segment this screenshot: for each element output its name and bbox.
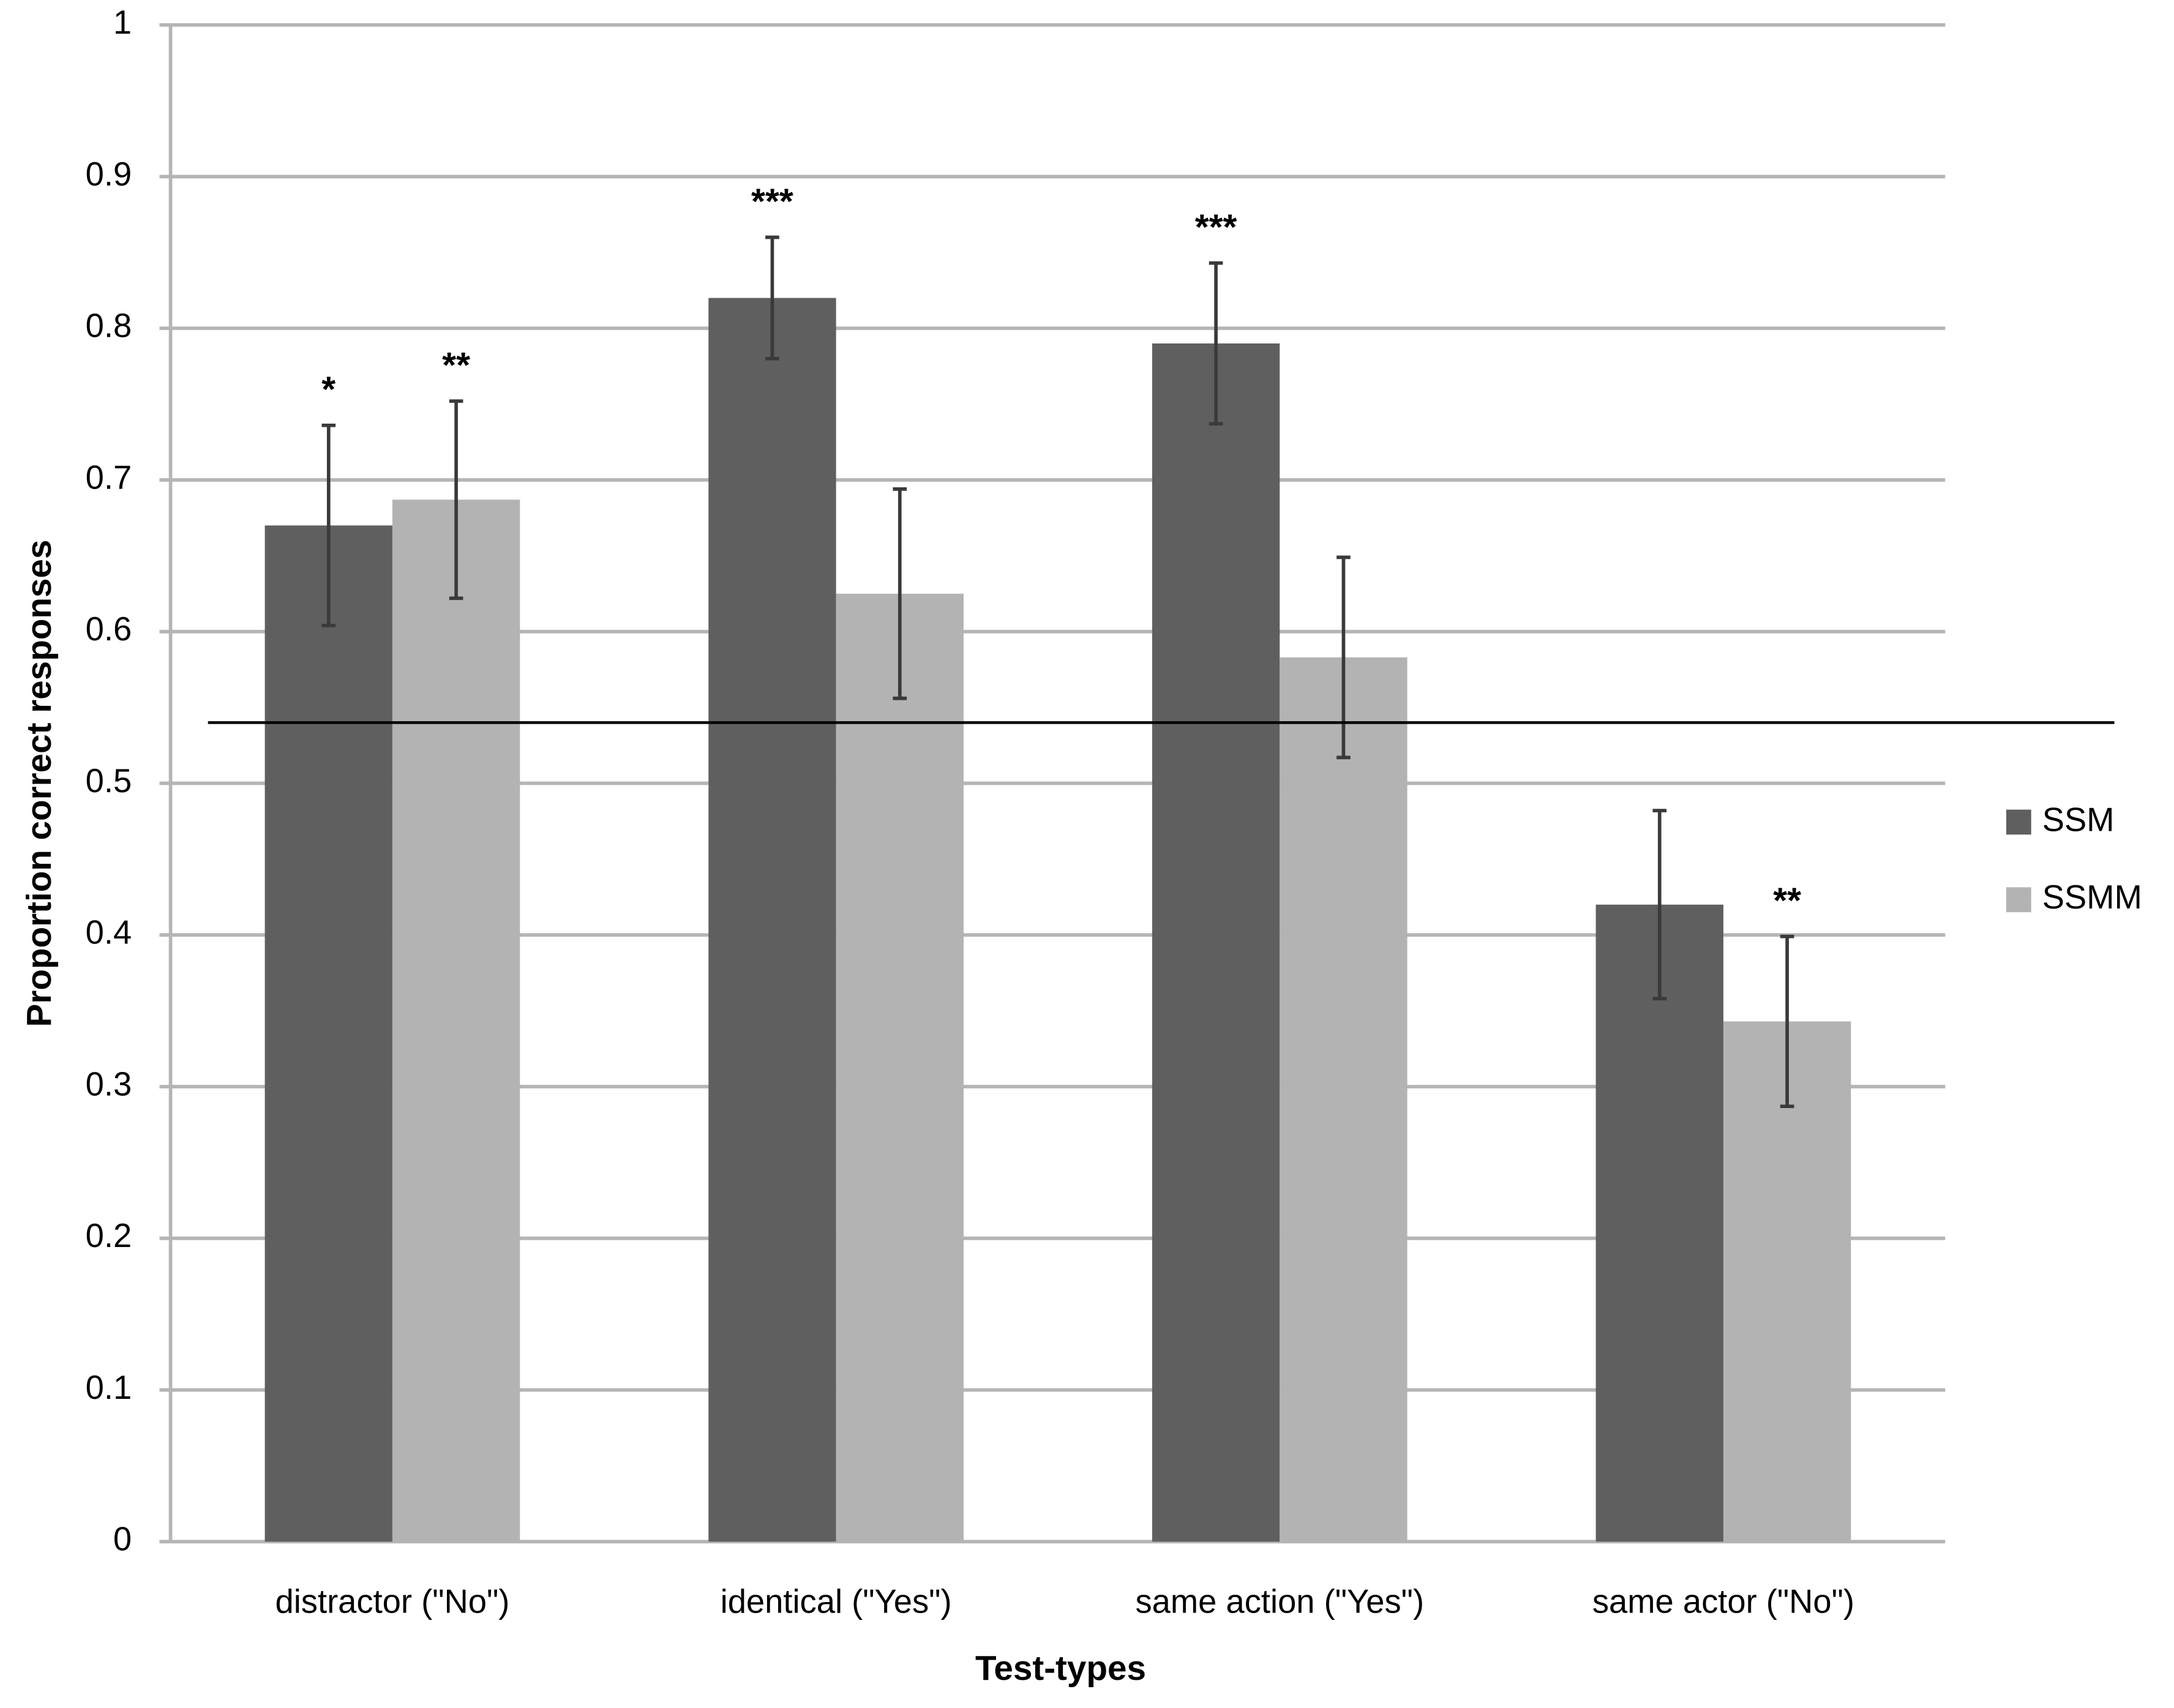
error-bar xyxy=(321,423,336,627)
error-bar xyxy=(1336,555,1351,760)
y-tick-label: 0.2 xyxy=(86,1217,132,1254)
y-tick-label: 0.6 xyxy=(86,610,132,648)
bar xyxy=(708,298,836,1542)
x-tick-label: distractor ("No") xyxy=(275,1583,510,1620)
error-bar xyxy=(765,235,779,361)
y-tick-label: 0.1 xyxy=(86,1369,132,1406)
significance-label: *** xyxy=(1195,208,1237,247)
y-tick-label: 1 xyxy=(113,4,132,41)
bar xyxy=(836,593,964,1542)
error-bar xyxy=(449,399,463,601)
significance-label: * xyxy=(321,370,335,410)
legend-swatch xyxy=(2006,887,2031,913)
y-tick-label: 0.4 xyxy=(86,914,132,951)
error-bar xyxy=(1652,809,1667,1001)
x-tick-label: identical ("Yes") xyxy=(721,1583,952,1620)
legend-swatch xyxy=(2006,809,2031,835)
bar xyxy=(392,500,520,1542)
bar xyxy=(1595,904,1723,1542)
significance-label: ** xyxy=(442,345,470,385)
y-tick-label: 0.3 xyxy=(86,1065,132,1103)
error-bar xyxy=(893,487,907,700)
x-tick-label: same actor ("No") xyxy=(1592,1583,1854,1620)
legend-label: SSMM xyxy=(2042,878,2142,916)
y-axis-title: Proportion correct responses xyxy=(20,540,58,1027)
bar xyxy=(264,525,392,1542)
x-tick-label: same action ("Yes") xyxy=(1136,1583,1425,1620)
x-axis-title: Test-types xyxy=(975,1649,1146,1687)
y-tick-label: 0.9 xyxy=(86,155,132,193)
bar xyxy=(1723,1021,1851,1542)
y-tick-label: 0 xyxy=(113,1521,132,1558)
bar xyxy=(1280,657,1407,1542)
y-tick-label: 0.8 xyxy=(86,307,132,345)
significance-label: *** xyxy=(751,182,793,222)
error-bar xyxy=(1780,934,1794,1109)
y-tick-label: 0.5 xyxy=(86,762,132,800)
y-tick-label: 0.7 xyxy=(86,459,132,496)
legend-label: SSM xyxy=(2042,801,2115,838)
bar xyxy=(1152,343,1280,1542)
significance-label: ** xyxy=(1773,881,1801,921)
error-bar xyxy=(1209,261,1223,426)
